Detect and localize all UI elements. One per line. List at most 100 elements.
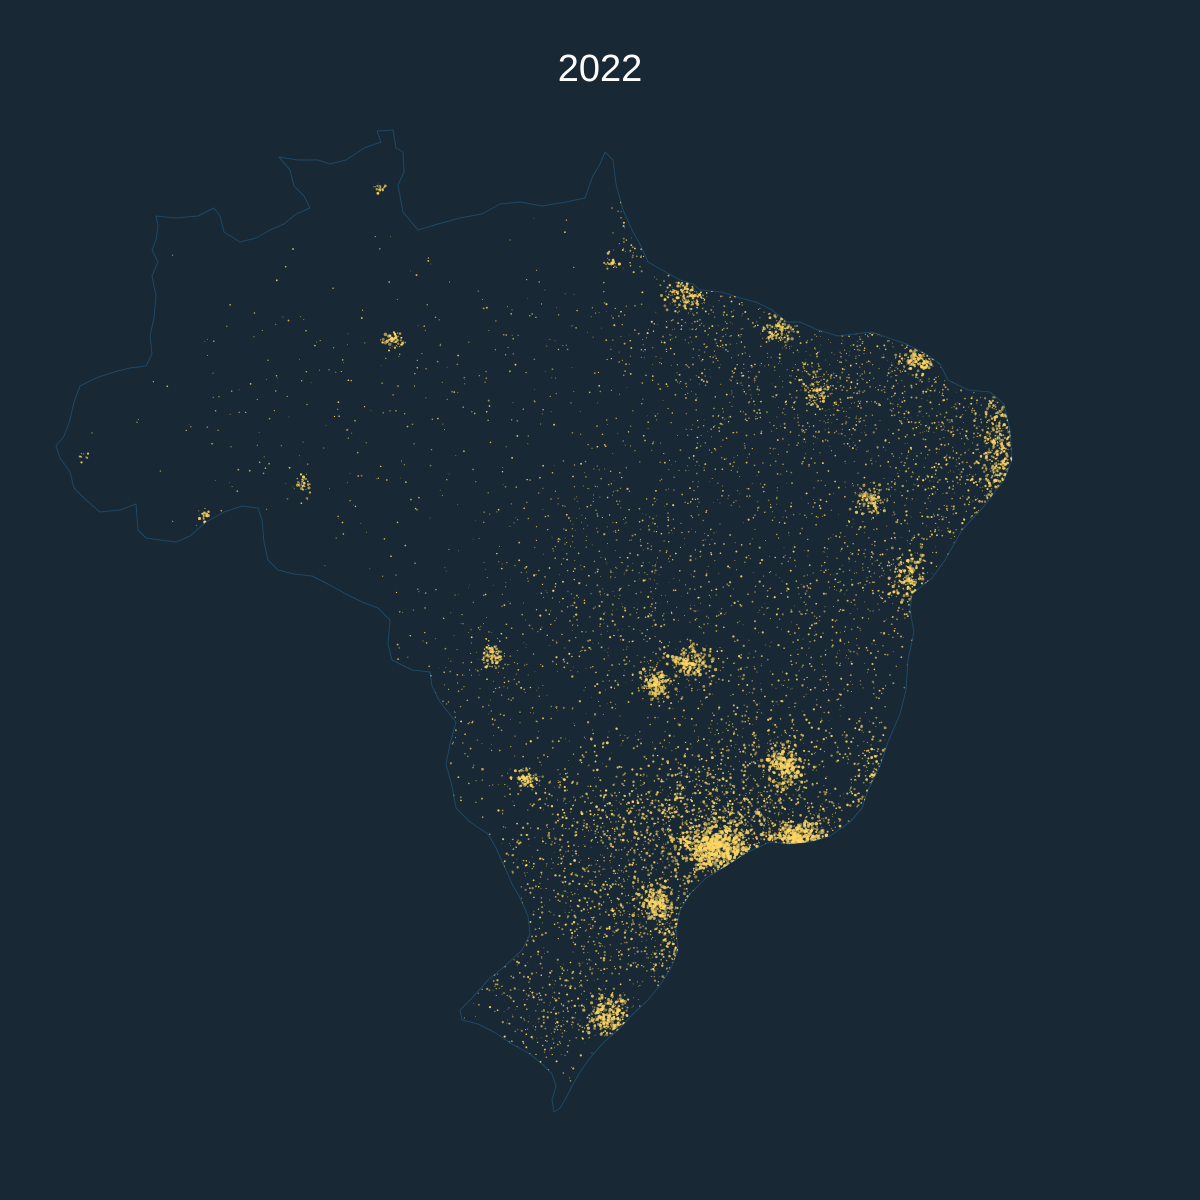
city-light-dot [794,706,796,708]
city-light-dot [799,814,802,817]
city-light-dot [660,803,663,805]
city-light-dot [637,915,640,917]
city-light-dot [744,561,746,563]
city-light-dot [631,863,634,866]
city-light-dot [668,824,671,827]
city-light-dot [633,886,634,887]
city-light-dot [744,761,747,763]
city-light-dot [754,702,756,704]
city-light-dot [717,732,720,735]
city-light-dot [539,806,542,809]
city-light-dot [721,831,724,834]
city-light-dot [618,864,621,867]
city-light-dot [678,579,680,581]
city-light-dot [614,687,616,689]
city-light-dot [633,904,635,907]
city-light-dot [724,764,726,766]
city-light-dot [566,789,569,791]
city-light-dot [699,810,702,813]
city-light-dot [668,677,671,680]
city-light-dot [854,794,858,797]
city-light-dot [748,652,750,654]
city-light-dot [627,948,630,951]
city-light-dot [578,899,581,902]
city-light-dot [640,678,643,681]
city-light-dot [640,817,643,820]
city-light-dot [816,821,818,823]
city-light-dot [657,895,661,898]
city-light-dot [738,842,741,844]
city-light-dot [790,753,793,756]
city-light-dot [655,843,657,846]
city-light-dot [789,783,791,785]
city-light-dot [610,902,612,904]
city-light-dot [730,826,732,828]
city-light-dot [640,850,643,853]
city-light-dot [815,769,817,771]
city-light-dot [799,759,801,761]
city-light-dot [714,755,716,757]
city-light-dot [719,824,721,826]
city-light-dot [788,734,791,737]
city-light-dot [732,847,735,850]
city-light-dot [661,890,664,893]
city-light-dot [689,821,691,823]
city-light-dot [707,766,710,770]
city-light-dot [730,833,734,837]
city-light-dot [704,672,708,675]
city-light-dot [713,838,715,840]
city-light-dot [838,817,840,820]
city-light-dot [790,660,792,663]
city-light-dot [792,808,793,810]
city-light-dot [689,651,691,654]
city-light-dot [673,618,675,621]
city-light-dot [621,920,623,923]
city-light-dot [675,648,677,650]
city-light-dot [708,543,711,546]
city-light-dot [669,673,671,675]
city-light-dot [741,805,744,808]
city-light-dot [714,869,716,871]
city-light-dot [799,841,801,843]
city-light-dot [725,728,727,730]
city-light-dot [574,892,576,895]
city-light-dot [600,817,603,820]
city-light-dot [642,783,644,786]
city-light-dot [573,914,576,917]
city-light-dot [683,656,685,658]
city-light-dot [689,558,692,562]
city-light-dot [644,910,647,912]
city-light-dot [617,682,619,683]
city-light-dot [725,859,727,861]
city-light-dot [877,748,880,751]
city-light-dot [719,670,721,672]
city-light-dot [625,648,627,650]
city-light-dot [694,678,697,681]
city-light-dot [776,753,779,755]
city-light-dot [643,932,646,935]
city-light-dot [787,764,788,765]
city-light-dot [593,744,597,747]
city-light-dot [618,904,620,906]
city-light-dot [686,820,688,822]
city-light-dot [565,816,568,820]
city-light-dot [692,659,694,661]
city-light-dot [561,881,564,884]
city-light-dot [692,824,694,826]
city-light-dot [646,629,648,631]
city-light-dot [737,842,739,845]
city-light-dot [723,832,725,835]
city-light-dot [811,806,814,809]
city-light-dot [655,793,658,796]
city-light-dot [660,780,663,783]
city-light-dot [655,956,657,958]
city-light-dot [799,785,801,788]
city-light-dot [501,812,503,814]
city-light-dot [675,806,678,808]
city-light-dot [568,911,570,913]
city-light-dot [625,569,628,572]
city-light-dot [793,734,796,738]
city-light-dot [599,790,602,792]
city-light-dot [647,809,650,812]
city-light-dot [771,822,774,825]
